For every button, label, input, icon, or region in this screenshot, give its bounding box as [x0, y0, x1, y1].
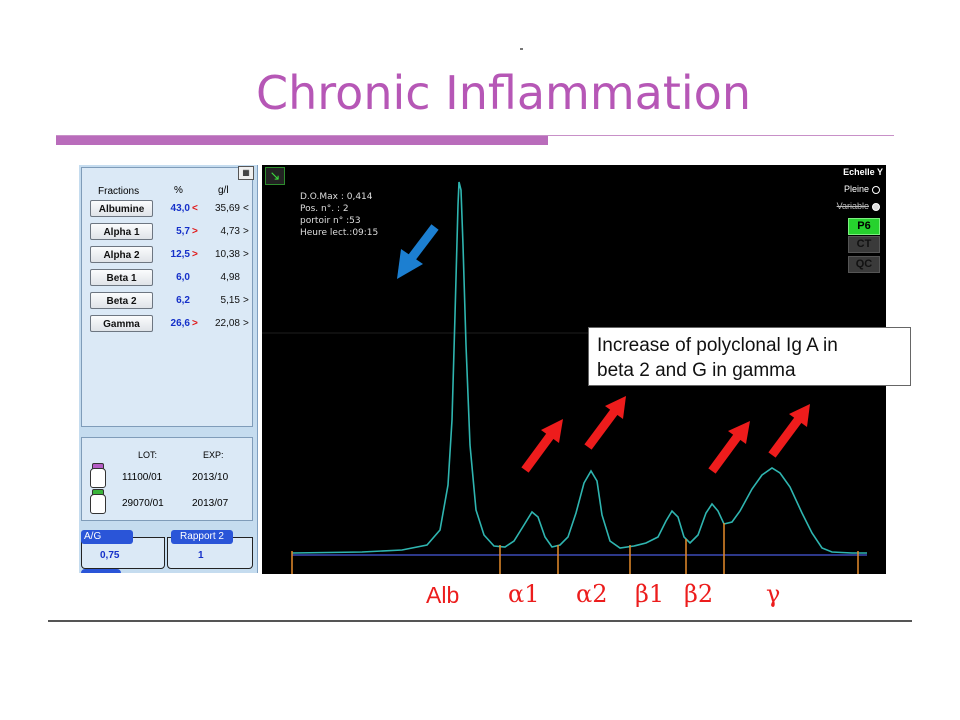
scale-option-variable[interactable]: Variable [837, 201, 880, 211]
lot-value: 11100/01 [122, 472, 163, 483]
fraction-percent: 12,5 [170, 249, 190, 260]
fraction-percent: 6,2 [176, 295, 190, 306]
title-rule-thick [56, 136, 548, 145]
fraction-percent: 5,7 [176, 226, 190, 237]
annotation-callout: Increase of polyclonal Ig A in beta 2 an… [588, 327, 911, 386]
blue-arrow-icon [397, 224, 439, 279]
do-max-text: D.O.Max : 0,414 [300, 192, 373, 202]
scale-option-pleine[interactable]: Pleine [844, 184, 880, 194]
label-alpha2: α2 [576, 580, 608, 608]
fraction-button-alpha1[interactable]: Alpha 1 [90, 223, 153, 240]
fractions-table: ▦ Fractions % g/l Albumine 43,0 < 35,69 … [81, 166, 254, 427]
chart-canvas [262, 181, 886, 574]
exp-value: 2013/10 [192, 472, 229, 483]
fraction-gl: 22,08 [214, 318, 240, 329]
lot-header: LOT: [138, 450, 158, 460]
densitometry-curve [291, 181, 867, 554]
scale-option-pleine-label: Pleine [843, 184, 869, 194]
radio-pleine[interactable] [872, 185, 880, 194]
fraction-flag: > [192, 226, 198, 237]
slide-title: Chronic Inflammation [256, 66, 751, 120]
exp-value: 2013/07 [192, 498, 229, 509]
annotation-line-1: Increase of polyclonal Ig A in [597, 335, 838, 356]
portoir-text: portoir n° :53 [300, 216, 361, 226]
fraction-chevron: > [243, 318, 249, 329]
fraction-gl: 35,69 [214, 203, 240, 214]
label-gamma: γ [766, 580, 781, 608]
scale-title: Echelle Y [843, 167, 883, 177]
reagent-lot-box: LOT: EXP: 11100/01 2013/10 29070/01 2013… [81, 437, 253, 521]
fraction-chevron: > [243, 226, 249, 237]
fraction-button-albumine[interactable]: Albumine [90, 200, 153, 217]
fraction-button-alpha2[interactable]: Alpha 2 [90, 246, 153, 263]
fraction-percent: 43,0 [170, 203, 190, 214]
red-arrow-icon [708, 421, 750, 474]
fraction-flag: < [192, 203, 198, 214]
rapport2-value: 1 [198, 550, 204, 561]
fraction-button-beta1[interactable]: Beta 1 [90, 269, 153, 286]
ag-ratio-tab[interactable]: A/G [81, 530, 133, 544]
annotation-line-2: beta 2 and G in gamma [597, 360, 796, 381]
title-rule-thin [56, 135, 894, 136]
fraction-chevron: > [243, 295, 249, 306]
header-fractions: Fractions [98, 186, 140, 197]
fraction-percent: 26,6 [170, 318, 190, 329]
ag-ratio-value: 0,75 [100, 550, 120, 561]
position-text: Pos. n°. : 2 [300, 204, 349, 214]
fraction-gl: 4,73 [220, 226, 240, 237]
fraction-button-gamma[interactable]: Gamma [90, 315, 153, 332]
green-bottle-icon [90, 494, 106, 514]
scan-info: D.O.Max : 0,414 Pos. n°. : 2 portoir n° … [300, 191, 378, 239]
rapport2-tab[interactable]: Rapport 2 [171, 530, 233, 544]
fraction-separators [291, 523, 859, 574]
scale-option-variable-label: Variable [836, 201, 869, 211]
header-percent: % [174, 185, 183, 196]
purple-bottle-icon [90, 468, 106, 488]
green-arrow-icon[interactable]: ↘ [265, 167, 285, 185]
fraction-button-beta2[interactable]: Beta 2 [90, 292, 153, 309]
red-arrow-icon [584, 396, 626, 450]
fraction-chevron: < [243, 203, 249, 214]
mode-button-qc[interactable]: QC [848, 256, 880, 273]
label-beta2: β2 [684, 580, 714, 608]
fraction-gl: 4,98 [220, 272, 240, 283]
fractions-panel: ▦ Fractions % g/l Albumine 43,0 < 35,69 … [79, 165, 258, 573]
fraction-gl: 10,38 [214, 249, 240, 260]
fraction-chevron: > [243, 249, 249, 260]
hidden-tab-stub[interactable] [81, 569, 121, 573]
decor-dot [520, 48, 523, 50]
header-gl: g/l [218, 185, 229, 196]
fraction-flag: > [192, 318, 198, 329]
radio-variable[interactable] [872, 202, 880, 211]
label-albumin: Alb [426, 582, 460, 608]
calculator-icon[interactable]: ▦ [238, 166, 254, 180]
exp-header: EXP: [203, 450, 224, 460]
mode-button-ct[interactable]: CT [848, 236, 880, 253]
label-alpha1: α1 [508, 580, 540, 608]
fraction-percent: 6,0 [176, 272, 190, 283]
red-arrow-icon [521, 419, 563, 473]
lot-value: 29070/01 [122, 498, 164, 509]
reading-time-text: Heure lect.:09:15 [300, 228, 379, 238]
bottom-rule [48, 620, 912, 622]
red-arrow-icon [768, 404, 810, 458]
label-beta1: β1 [635, 580, 665, 608]
mode-button-p6[interactable]: P6 [848, 218, 880, 235]
fraction-gl: 5,15 [220, 295, 240, 306]
fraction-flag: > [192, 249, 198, 260]
